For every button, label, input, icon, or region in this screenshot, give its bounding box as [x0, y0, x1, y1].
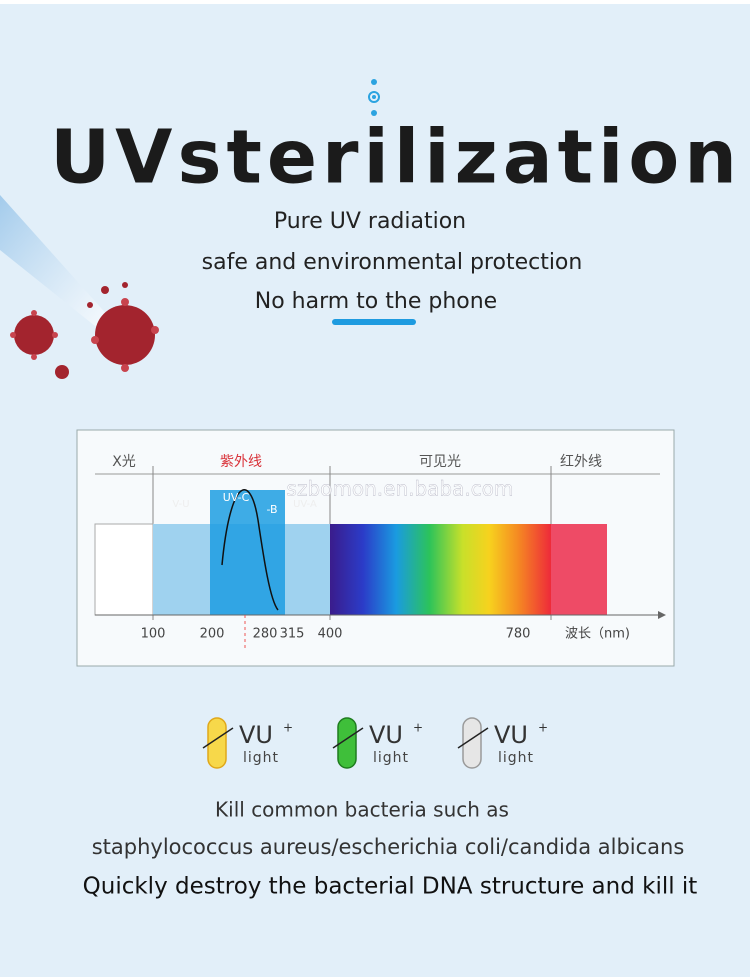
- badge-sub: light: [243, 750, 279, 766]
- virus-fragment: [101, 286, 109, 294]
- uvc-band: [210, 490, 285, 615]
- virus-group: [14, 282, 155, 379]
- bacteria-icon: [462, 717, 482, 769]
- axis-arrow: [658, 611, 666, 619]
- region-label: 紫外线: [220, 454, 262, 470]
- badge-sup: +: [413, 721, 423, 735]
- band-label: UV-A: [293, 499, 317, 510]
- region-label: 可见光: [419, 454, 461, 470]
- badge-name: VU: [239, 721, 273, 749]
- icon-arrow: [202, 727, 234, 749]
- virus-fragment: [87, 302, 93, 308]
- region-label: 红外线: [560, 454, 602, 470]
- subtitle-line: Pure UV radiation: [274, 209, 466, 234]
- bacteria-icon: [337, 717, 357, 769]
- tick-label: 280: [253, 627, 278, 642]
- dot: [371, 79, 377, 85]
- icon-arrow: [457, 727, 489, 749]
- band-label: V-U: [172, 499, 189, 510]
- virus-fragment: [122, 282, 128, 288]
- infrared-band: [551, 524, 607, 615]
- virus: [14, 315, 54, 355]
- subtitle-line: safe and environmental protection: [202, 250, 583, 275]
- footer-line: staphylococcus aureus/escherichia coli/c…: [92, 835, 685, 859]
- icon-arrow: [332, 727, 364, 749]
- badge-name: VU: [494, 721, 528, 749]
- title: UVsterilization: [50, 115, 742, 201]
- virus-spikes: [10, 298, 159, 372]
- badge-name: VU: [369, 721, 403, 749]
- xray-band: [94, 523, 154, 616]
- spectrum-diagram: X光 紫外线 可见光 红外线 V-U UV-C -B UV-A szbomon.…: [76, 429, 675, 667]
- visible-band: [330, 524, 551, 615]
- bacteria-icon: [207, 717, 227, 769]
- watermark: szbomon.en.baba.com: [287, 477, 514, 501]
- dot: [368, 91, 380, 103]
- band-label: UV-C: [223, 491, 250, 504]
- tick-label: 100: [141, 627, 166, 642]
- band-label: -B: [266, 503, 277, 516]
- badge-sub: light: [373, 750, 409, 766]
- tick-label: 200: [200, 627, 225, 642]
- tick-label: 315: [280, 627, 305, 642]
- badge-sup: +: [283, 721, 293, 735]
- underline: [332, 319, 416, 325]
- subtitle-line: No harm to the phone: [255, 289, 497, 314]
- dot: [372, 95, 376, 99]
- virus: [95, 305, 155, 365]
- absorption-curve: [221, 489, 279, 611]
- tick-label: 400: [318, 627, 343, 642]
- dot: [371, 110, 377, 116]
- top-strip: [0, 0, 750, 4]
- footer-line: Kill common bacteria such as: [215, 798, 509, 822]
- axis-label: 波长（nm): [565, 627, 630, 642]
- virus: [55, 365, 69, 379]
- tick-label: 780: [506, 627, 531, 642]
- uv-beam: [0, 195, 110, 330]
- region-label: X光: [112, 454, 136, 470]
- badge-sup: +: [538, 721, 548, 735]
- badge-sub: light: [498, 750, 534, 766]
- footer-line: Quickly destroy the bacterial DNA struct…: [83, 874, 698, 900]
